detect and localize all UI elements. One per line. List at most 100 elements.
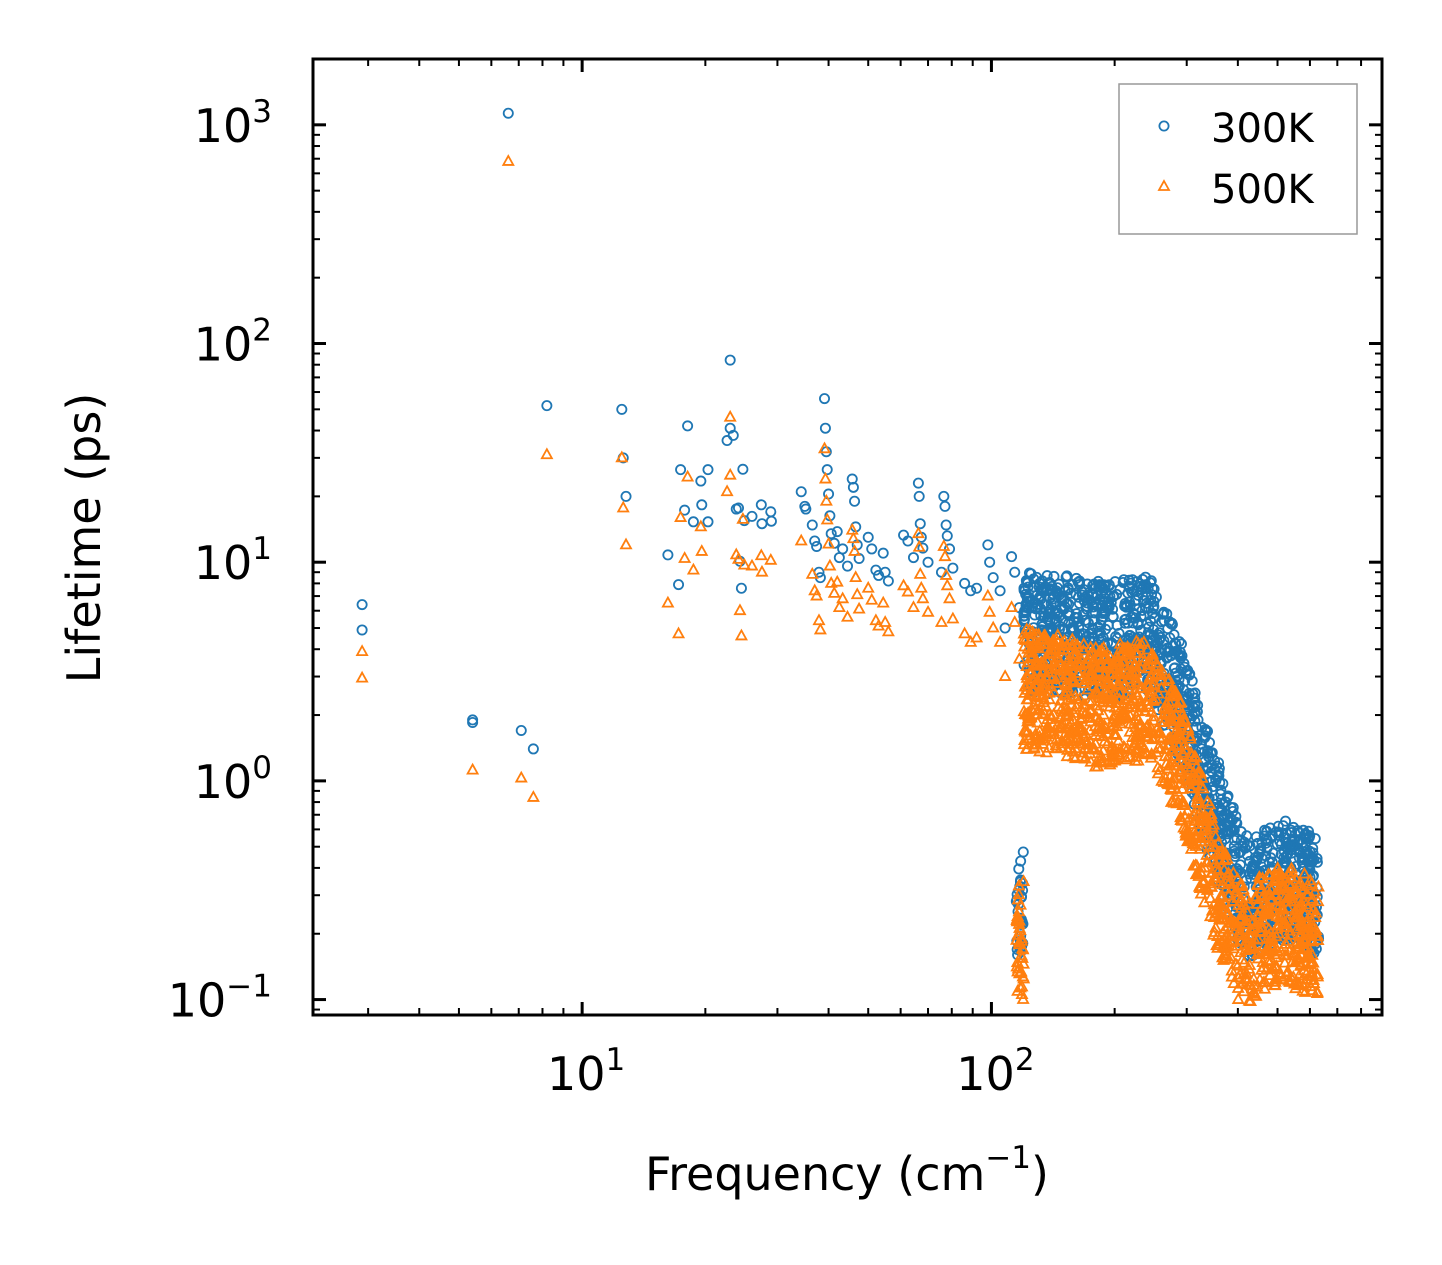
point-500K [812,613,826,626]
point-500K-band [1025,682,1039,694]
point-300K-band [1163,616,1175,628]
point-500K [1008,615,1022,627]
point-500K-band [1068,741,1082,754]
point-300K [940,519,952,531]
point-500K-band [1103,667,1117,680]
point-500K-band [1194,834,1208,847]
point-500K-band [1165,714,1179,726]
point-500K-band [1107,748,1121,761]
point-500K-band [1203,909,1217,922]
point-500K-band [1290,902,1304,915]
point-500K [694,519,708,532]
point-300K-band [1120,613,1132,625]
point-500K [916,591,930,604]
point-500K-band [1128,713,1142,726]
point-500K [861,580,875,593]
point-300K-band [1095,627,1107,639]
point-500K-band [1188,828,1202,841]
point-500K [970,630,984,643]
data-points [355,107,1325,1007]
point-300K-band [1201,761,1213,773]
point-500K-band [1194,864,1208,877]
point-500K-band [1172,727,1186,740]
y-tick-label: 102 [194,313,272,372]
point-500K-band [1091,703,1105,716]
point-300K-band [1207,781,1219,793]
point-500K-band [1012,878,1026,891]
point-500K [946,611,960,624]
point-500K-band [1303,873,1317,886]
point-300K [831,526,843,538]
point-500K-band [1035,658,1049,671]
point-500K-band [1175,754,1189,767]
point-500K-band [1253,871,1267,884]
point-300K [662,549,674,561]
point-300K [620,490,632,502]
point-500K-band [1129,736,1143,748]
point-500K-band [1175,782,1189,794]
point-300K [914,518,926,530]
point-500K-band [1230,938,1244,951]
point-300K-band [1148,583,1160,595]
point-500K-band [1178,738,1192,750]
point-300K [727,429,739,441]
plot-frame [311,57,1384,1017]
point-500K-band [1174,762,1188,775]
point-500K-band [1017,626,1031,639]
point-500K-band [1092,644,1106,657]
point-300K [1009,566,1021,578]
point-500K-band [1123,697,1137,709]
point-500K-band [1085,703,1099,715]
point-500K-band [1090,659,1104,672]
point-500K [813,622,827,635]
point-500K-band [1306,934,1320,947]
point-300K-band [1254,845,1266,857]
point-500K-band [1118,641,1132,654]
point-300K-band [1061,597,1073,609]
point-500K-band [1221,908,1235,920]
point-300K [907,552,919,564]
point-500K [674,510,688,522]
point-300K [873,569,885,581]
point-500K-band [1067,749,1081,762]
point-500K-band [1061,708,1075,721]
x-tick-label: 102 [956,1042,1034,1101]
point-500K-band [1217,862,1231,875]
point-500K-band [1310,986,1324,998]
point-300K-band [1066,622,1078,634]
point-500K-band [1020,725,1034,738]
point-500K-band [1288,884,1302,896]
point-500K [733,603,747,616]
point-500K-band [1248,988,1262,1001]
point-500K-band [1036,665,1050,678]
point-500K [983,604,997,617]
point-500K-band [1208,870,1222,883]
point-500K-band [1029,726,1043,739]
point-500K-band [1297,866,1311,879]
point-500K [958,626,972,639]
point-300K [947,562,959,574]
point-500K-band [1069,692,1084,705]
point-300K [938,490,950,502]
point-300K-band [1278,852,1290,864]
x-axis-title-exponent: −1 [985,1140,1031,1176]
point-500K-band [1179,772,1193,785]
point-500K [934,615,949,627]
point-500K-band [1274,907,1288,920]
point-500K-band [1117,666,1131,679]
point-500K-band [1145,678,1159,691]
point-500K-band [1235,877,1249,890]
point-500K-band [1088,719,1102,732]
point-500K-band [1155,774,1169,786]
point-500K-band [1097,652,1111,665]
point-300K-band [1247,859,1259,871]
point-500K-band [1297,934,1311,947]
point-300K [673,579,685,591]
point-300K-band [1072,616,1084,628]
point-500K-band [1147,652,1161,665]
point-500K [846,531,860,544]
point-500K [1005,600,1019,612]
point-300K-band [1297,863,1309,875]
point-500K [736,512,750,524]
